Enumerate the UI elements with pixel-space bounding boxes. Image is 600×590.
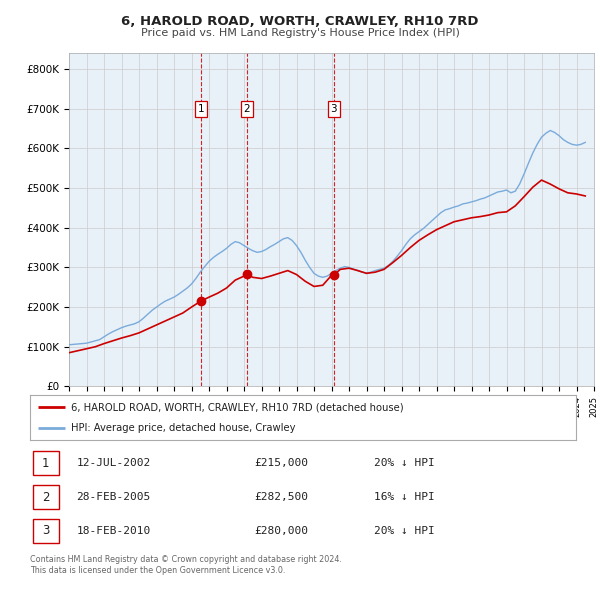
Text: £215,000: £215,000 [254, 458, 308, 468]
Text: 28-FEB-2005: 28-FEB-2005 [76, 492, 151, 502]
Text: 3: 3 [42, 525, 50, 537]
Text: Price paid vs. HM Land Registry's House Price Index (HPI): Price paid vs. HM Land Registry's House … [140, 28, 460, 38]
Text: £282,500: £282,500 [254, 492, 308, 502]
Text: 16% ↓ HPI: 16% ↓ HPI [374, 492, 435, 502]
FancyBboxPatch shape [33, 451, 59, 476]
Text: 6, HAROLD ROAD, WORTH, CRAWLEY, RH10 7RD: 6, HAROLD ROAD, WORTH, CRAWLEY, RH10 7RD [121, 15, 479, 28]
Text: Contains HM Land Registry data © Crown copyright and database right 2024.: Contains HM Land Registry data © Crown c… [30, 555, 342, 563]
Text: 2: 2 [244, 104, 250, 114]
FancyBboxPatch shape [33, 485, 59, 509]
Text: This data is licensed under the Open Government Licence v3.0.: This data is licensed under the Open Gov… [30, 566, 286, 575]
Text: 20% ↓ HPI: 20% ↓ HPI [374, 458, 435, 468]
Text: 1: 1 [197, 104, 204, 114]
Text: HPI: Average price, detached house, Crawley: HPI: Average price, detached house, Craw… [71, 422, 295, 432]
Text: 18-FEB-2010: 18-FEB-2010 [76, 526, 151, 536]
Text: 2: 2 [42, 490, 50, 504]
Text: 20% ↓ HPI: 20% ↓ HPI [374, 526, 435, 536]
Text: 1: 1 [42, 457, 50, 470]
Text: 3: 3 [331, 104, 337, 114]
Text: £280,000: £280,000 [254, 526, 308, 536]
Text: 12-JUL-2002: 12-JUL-2002 [76, 458, 151, 468]
FancyBboxPatch shape [33, 519, 59, 543]
Text: 6, HAROLD ROAD, WORTH, CRAWLEY, RH10 7RD (detached house): 6, HAROLD ROAD, WORTH, CRAWLEY, RH10 7RD… [71, 402, 404, 412]
